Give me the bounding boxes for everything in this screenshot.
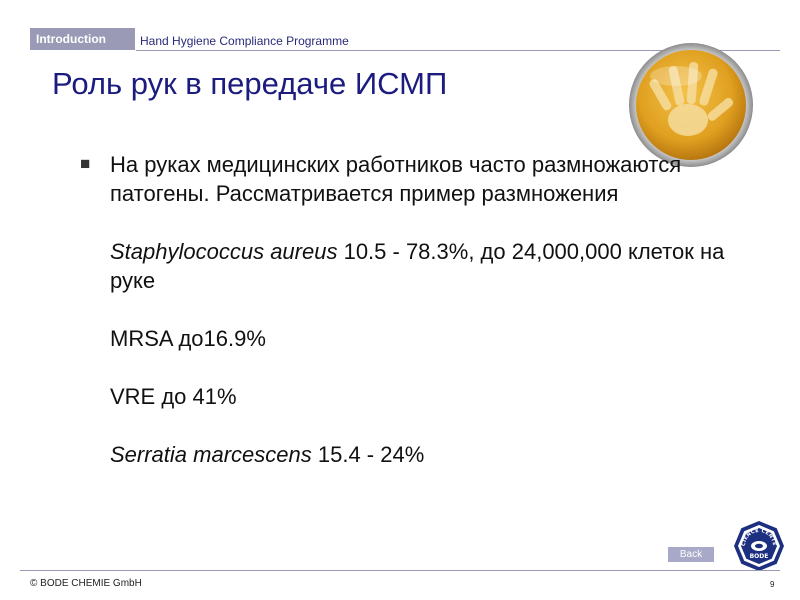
bullet-text: VRE до 41% xyxy=(110,384,237,409)
bullet-item: Staphylococcus aureus 10.5 - 78.3%, до 2… xyxy=(80,237,750,295)
header-divider xyxy=(136,50,780,51)
bullet-organism: Staphylococcus aureus xyxy=(110,239,338,264)
bode-science-center-logo: SCIENCE CENTER BODE xyxy=(733,520,784,571)
square-bullet-icon: ■ xyxy=(80,154,91,173)
bullet-item: Serratia marcescens 15.4 - 24% xyxy=(80,440,750,469)
bullet-item: ■ На руках медицинских работников часто … xyxy=(80,150,750,208)
tab-divider xyxy=(134,28,135,50)
bullet-text: На руках медицинских работников часто ра… xyxy=(110,152,682,206)
bullet-text: MRSA до16.9% xyxy=(110,326,266,351)
footer-divider xyxy=(20,570,780,571)
bullet-item: VRE до 41% xyxy=(80,382,750,411)
section-tab: Introduction xyxy=(30,28,134,50)
bullet-organism: Serratia marcescens xyxy=(110,442,312,467)
logo-bottom-text: BODE xyxy=(750,553,769,560)
slide-title: Роль рук в передаче ИСМП xyxy=(52,66,448,101)
bullet-text: 10.5 - 78.3%, до 24,000,000 клеток на ру… xyxy=(110,239,725,293)
program-title: Hand Hygiene Compliance Programme xyxy=(140,34,349,48)
bullet-item: MRSA до16.9% xyxy=(80,324,750,353)
bullet-list: ■ На руках медицинских работников часто … xyxy=(80,150,750,469)
back-button[interactable]: Back xyxy=(668,547,714,562)
copyright-text: © BODE CHEMIE GmbH xyxy=(30,578,142,589)
petri-dish-hand-print-image xyxy=(629,43,753,167)
bullet-text: 15.4 - 24% xyxy=(311,442,425,467)
page-number: 9 xyxy=(770,580,775,589)
